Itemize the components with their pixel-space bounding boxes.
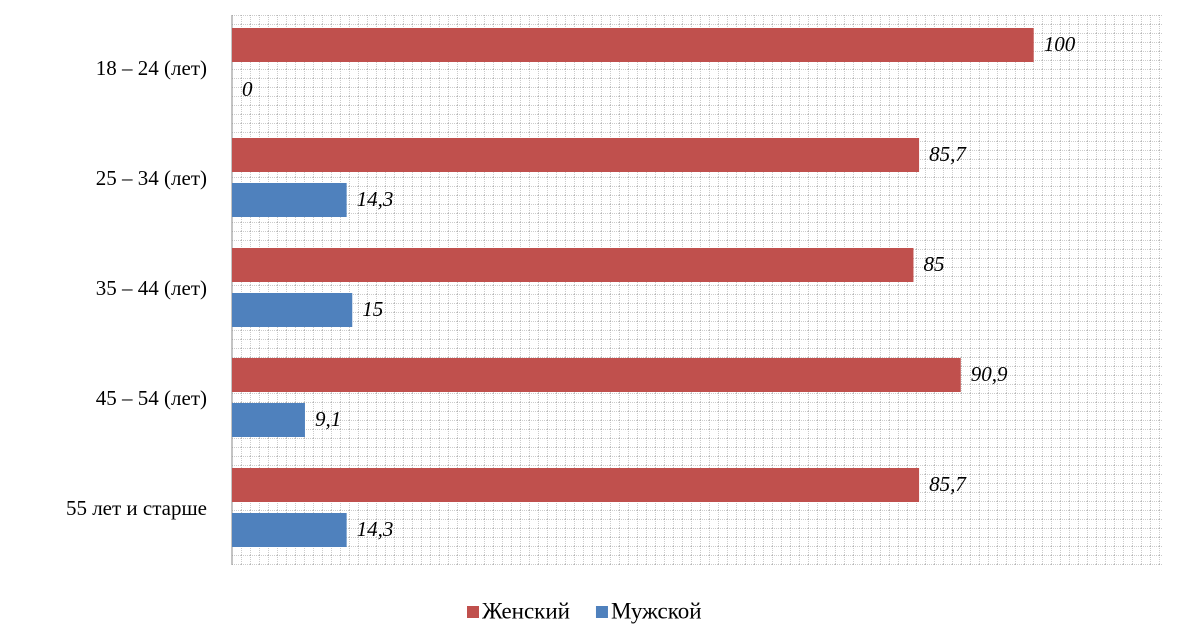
bar bbox=[232, 28, 1034, 62]
bar bbox=[232, 293, 353, 327]
value-label: 14,3 bbox=[357, 517, 394, 541]
plot: 18 – 24 (лет) 100 0 25 – 34 (лет) 85,7 14,3 35… bbox=[66, 28, 1076, 547]
value-label: 100 bbox=[1044, 32, 1076, 56]
value-label: 15 bbox=[362, 297, 383, 321]
legend: Женский Мужской bbox=[467, 598, 702, 623]
bar bbox=[232, 248, 914, 282]
y-tick-label: 25 – 34 (лет) bbox=[96, 166, 207, 190]
value-label: 85,7 bbox=[929, 472, 967, 496]
bar bbox=[232, 468, 920, 502]
y-tick-label: 55 лет и старше bbox=[66, 496, 207, 520]
bar bbox=[232, 403, 305, 437]
bar bbox=[232, 513, 347, 547]
bar bbox=[232, 138, 920, 172]
legend-label: Женский bbox=[482, 598, 570, 623]
y-tick-label: 18 – 24 (лет) bbox=[96, 56, 207, 80]
value-label: 0 bbox=[242, 77, 253, 101]
legend-swatch bbox=[595, 606, 608, 618]
legend-label: Мужской bbox=[611, 598, 702, 623]
bar bbox=[232, 358, 961, 392]
value-label: 90,9 bbox=[971, 362, 1008, 386]
legend-swatch bbox=[467, 606, 479, 618]
value-label: 9,1 bbox=[315, 407, 341, 431]
value-label: 85 bbox=[923, 252, 944, 276]
value-label: 85,7 bbox=[929, 142, 967, 166]
y-tick-label: 35 – 44 (лет) bbox=[96, 276, 207, 300]
bar bbox=[232, 183, 347, 217]
y-tick-label: 45 – 54 (лет) bbox=[96, 386, 207, 410]
value-label: 14,3 bbox=[357, 187, 394, 211]
